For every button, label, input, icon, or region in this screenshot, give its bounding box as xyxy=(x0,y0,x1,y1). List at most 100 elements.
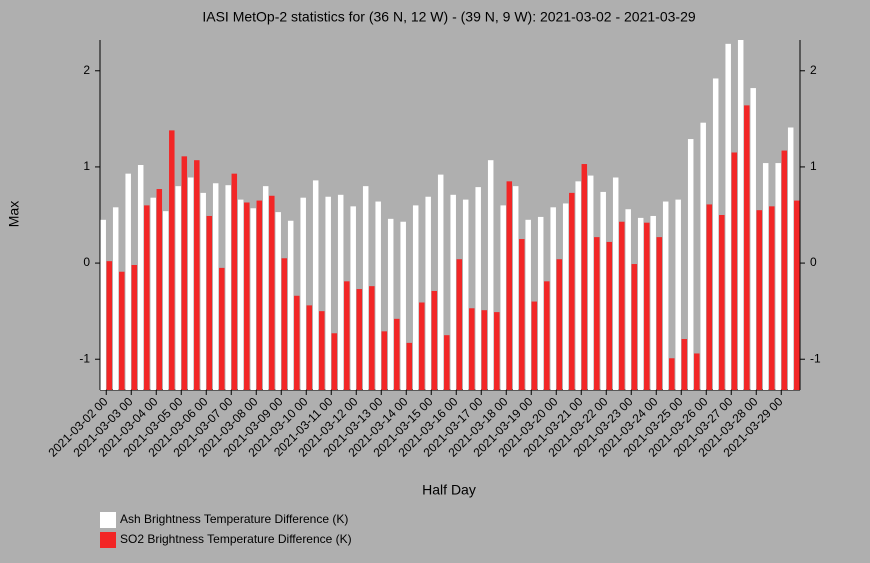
bar xyxy=(219,267,225,390)
bar xyxy=(425,196,431,390)
bar xyxy=(787,127,794,390)
bar xyxy=(156,189,163,390)
bar xyxy=(119,271,125,390)
bar xyxy=(281,258,288,390)
bar xyxy=(250,208,256,390)
bar xyxy=(262,186,269,390)
bar xyxy=(625,209,631,390)
bar xyxy=(325,196,331,390)
bar xyxy=(369,286,375,390)
bar xyxy=(225,185,231,390)
bar xyxy=(431,290,438,390)
bar xyxy=(112,207,119,390)
bar xyxy=(412,205,419,390)
bar xyxy=(175,186,181,390)
bar xyxy=(500,205,506,390)
bar xyxy=(750,88,756,391)
bar xyxy=(662,201,669,390)
bar xyxy=(269,195,275,390)
y2-tick-label: 2 xyxy=(810,63,817,77)
bar xyxy=(344,281,350,390)
bar xyxy=(794,200,800,390)
bar xyxy=(212,183,219,390)
bar xyxy=(256,200,263,390)
bar xyxy=(650,215,656,390)
bar xyxy=(200,192,206,390)
bar xyxy=(681,339,688,390)
bar xyxy=(244,202,250,390)
bar xyxy=(406,342,413,390)
bar xyxy=(144,205,150,390)
bar xyxy=(394,318,400,390)
bar xyxy=(737,40,744,390)
bar xyxy=(700,122,706,390)
legend-label: Ash Brightness Temperature Difference (K… xyxy=(120,512,348,526)
bar xyxy=(537,216,544,390)
bar xyxy=(181,156,188,390)
bar xyxy=(644,222,650,390)
bar xyxy=(456,259,463,390)
bar xyxy=(675,199,681,390)
bar xyxy=(231,173,238,390)
bar xyxy=(781,150,788,390)
bar xyxy=(125,173,131,390)
bar xyxy=(300,197,306,390)
bar xyxy=(450,194,456,390)
bar xyxy=(731,152,738,390)
bar xyxy=(481,310,488,390)
y-axis-label: Max xyxy=(6,201,22,227)
bar xyxy=(387,218,394,390)
bar xyxy=(600,191,606,390)
bar xyxy=(656,237,663,390)
bar xyxy=(587,175,594,390)
chart-title: IASI MetOp-2 statistics for (36 N, 12 W)… xyxy=(202,9,696,25)
legend-swatch xyxy=(100,532,116,548)
bar xyxy=(669,358,675,390)
bar xyxy=(606,241,613,390)
bar xyxy=(106,261,113,390)
bar xyxy=(637,217,644,390)
bar xyxy=(350,206,356,390)
bar xyxy=(494,312,500,390)
bar xyxy=(287,220,294,390)
bar xyxy=(131,265,138,390)
bar xyxy=(100,219,106,390)
x-axis-label: Half Day xyxy=(422,482,476,498)
bar xyxy=(506,181,513,390)
bar xyxy=(475,187,481,390)
bar xyxy=(419,302,425,390)
bar xyxy=(319,311,325,390)
bar xyxy=(331,333,338,390)
bar xyxy=(487,160,494,390)
y-tick-label: 1 xyxy=(83,159,90,173)
bar xyxy=(562,203,569,390)
bar xyxy=(462,199,469,390)
bar xyxy=(469,308,475,390)
y2-tick-label: 0 xyxy=(810,255,817,269)
bar xyxy=(437,174,444,390)
bar xyxy=(194,160,200,390)
bar xyxy=(550,207,556,390)
bar xyxy=(294,295,300,390)
legend-label: SO2 Brightness Temperature Difference (K… xyxy=(120,532,352,546)
bar xyxy=(169,130,175,390)
bar xyxy=(275,212,281,390)
bar xyxy=(712,78,719,390)
bar xyxy=(756,210,763,390)
bar xyxy=(706,204,713,390)
bar xyxy=(381,331,388,390)
y-tick-label: -1 xyxy=(79,351,90,365)
bar xyxy=(694,353,700,390)
bar xyxy=(762,163,769,390)
bar xyxy=(775,163,781,390)
bar xyxy=(594,237,600,390)
bar xyxy=(512,186,519,390)
bar xyxy=(725,43,731,390)
bar xyxy=(631,264,638,390)
bar xyxy=(306,305,313,390)
bar xyxy=(444,335,450,390)
bar xyxy=(206,215,213,390)
bar xyxy=(525,219,531,390)
y2-tick-label: -1 xyxy=(810,351,821,365)
